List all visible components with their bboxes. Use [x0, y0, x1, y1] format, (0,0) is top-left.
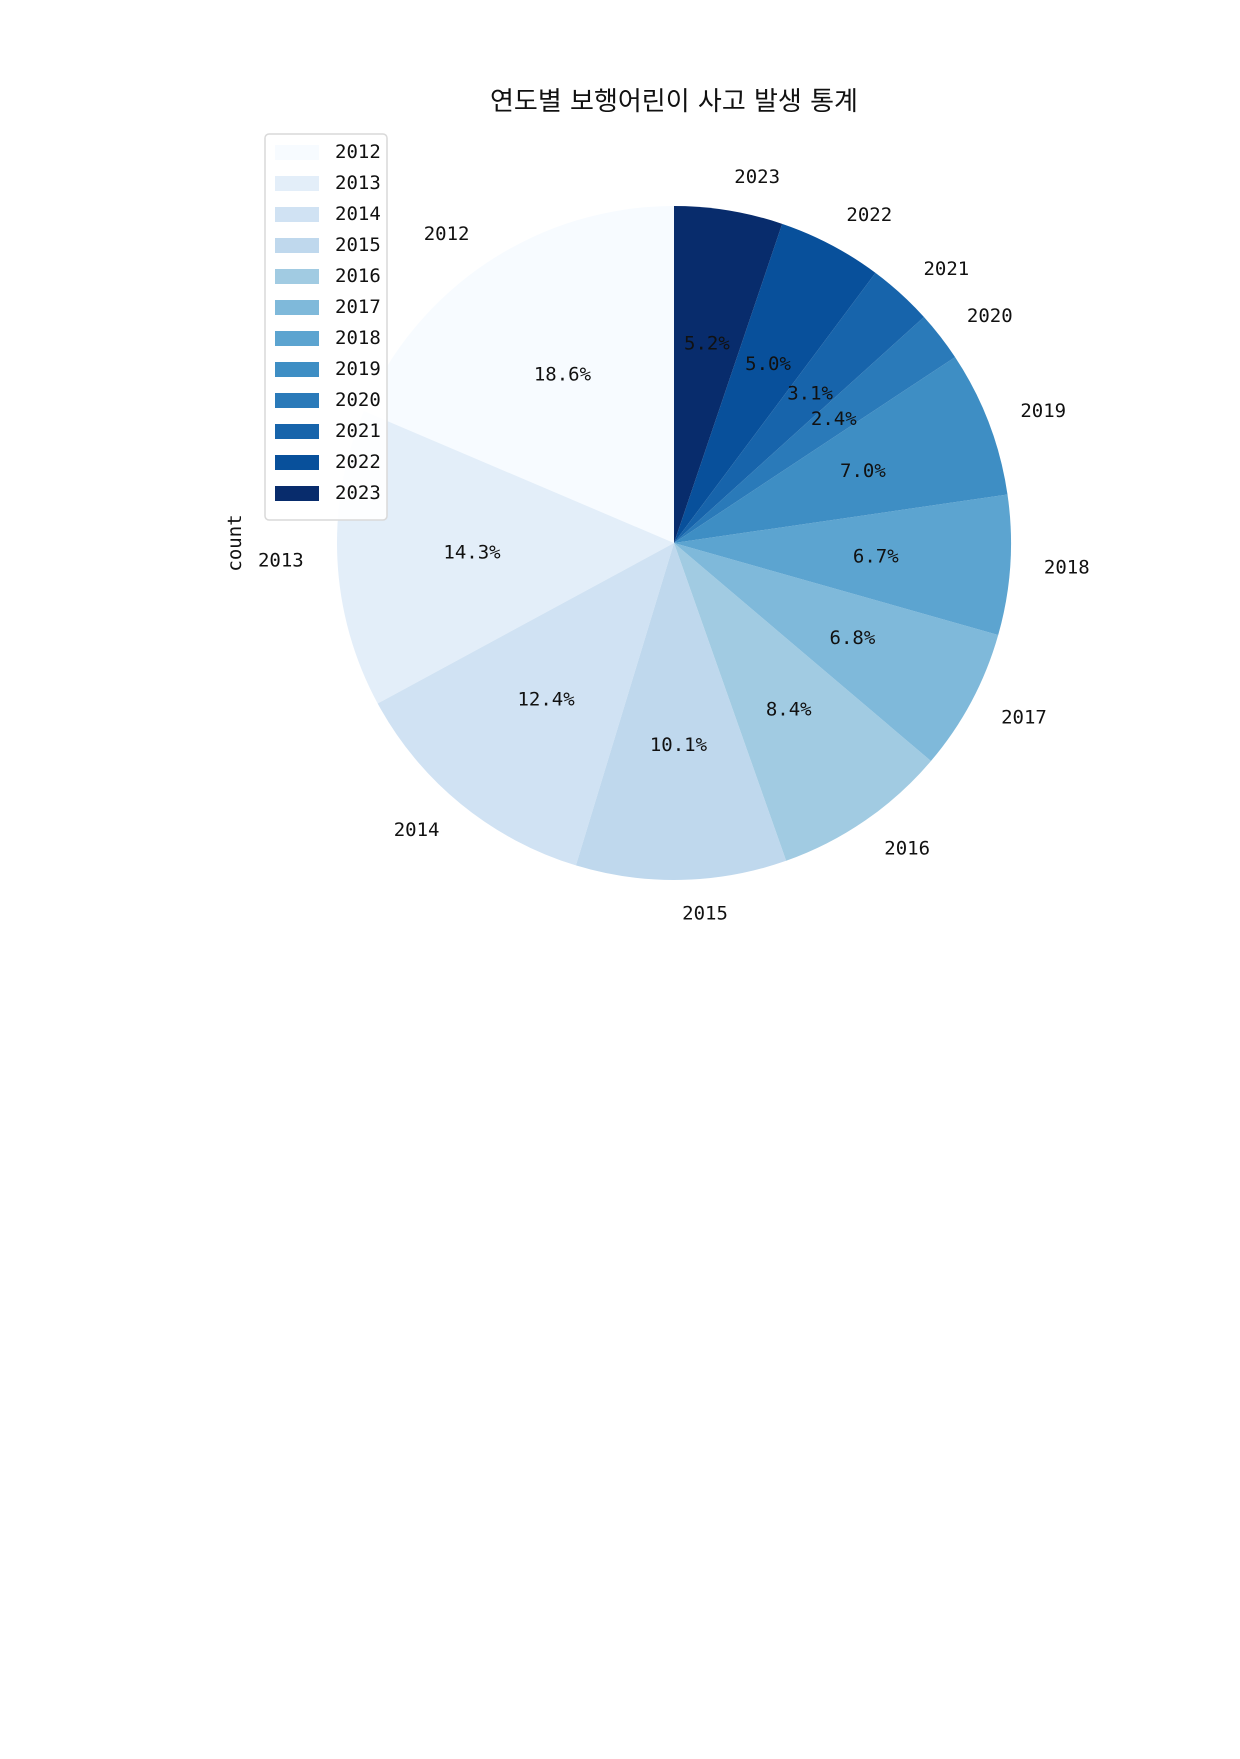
percent-label-2018: 6.7% — [853, 545, 899, 567]
legend-swatch-2016 — [275, 269, 319, 284]
pie-slice-2020 — [674, 316, 956, 543]
pie-slice-2015 — [575, 543, 787, 880]
slice-label-2018: 2018 — [1044, 556, 1090, 578]
legend-label-2016: 2016 — [335, 265, 381, 287]
slice-label-2014: 2014 — [394, 819, 440, 841]
wedge-labels: 2012 2013 2014 2015 2016 2017 2018 2019 2020 2021… — [258, 166, 1090, 924]
legend-label-2019: 2019 — [335, 358, 381, 380]
slice-label-2019: 2019 — [1020, 400, 1066, 422]
legend-label-2021: 2021 — [335, 420, 381, 442]
slice-label-2021: 2021 — [923, 258, 969, 280]
percent-label-2012: 18.6% — [534, 363, 592, 385]
slice-label-2013: 2013 — [258, 549, 304, 571]
pie-slice-2018 — [674, 494, 1011, 635]
legend-label-2023: 2023 — [335, 482, 381, 504]
pie-slice-2014 — [377, 543, 674, 866]
pie-slice-2022 — [674, 223, 876, 543]
legend-label-2014: 2014 — [335, 203, 381, 225]
legend-swatch-2012 — [275, 145, 319, 160]
pie-slice-2021 — [674, 272, 924, 543]
pie-slice-2012 — [363, 206, 674, 543]
slice-label-2022: 2022 — [846, 204, 892, 226]
legend-swatch-2013 — [275, 176, 319, 191]
legend-label-2015: 2015 — [335, 234, 381, 256]
legend-swatch-2020 — [275, 393, 319, 408]
slice-label-2016: 2016 — [884, 837, 930, 859]
percent-label-2020: 2.4% — [811, 408, 857, 430]
pie-wedges — [337, 206, 1011, 880]
slice-label-2012: 2012 — [424, 223, 470, 245]
percent-labels: 18.6% 14.3% 12.4% 10.1% 8.4% 6.8% 6.7% 7.0% 2.4%… — [443, 332, 899, 756]
percent-label-2013: 14.3% — [443, 542, 501, 564]
percent-label-2023: 5.2% — [684, 332, 730, 354]
legend-swatch-2015 — [275, 238, 319, 253]
pie-slice-2023 — [674, 206, 783, 543]
legend-swatch-2022 — [275, 455, 319, 470]
percent-label-2014: 12.4% — [517, 689, 575, 711]
legend-swatch-2021 — [275, 424, 319, 439]
percent-label-2022: 5.0% — [745, 353, 791, 375]
percent-label-2021: 3.1% — [787, 382, 833, 404]
percent-label-2017: 6.8% — [830, 627, 876, 649]
legend-label-2013: 2013 — [335, 172, 381, 194]
pie-slice-2016 — [674, 543, 931, 861]
legend-label-2018: 2018 — [335, 327, 381, 349]
pie-slice-2013 — [337, 411, 674, 704]
pie-slice-2019 — [674, 357, 1008, 543]
legend-swatch-2017 — [275, 300, 319, 315]
slice-label-2017: 2017 — [1001, 706, 1047, 728]
legend-label-2022: 2022 — [335, 451, 381, 473]
legend-swatch-2018 — [275, 331, 319, 346]
chart-title: 연도별 보행어린이 사고 발생 통계 — [490, 87, 858, 117]
y-axis-label: count — [224, 514, 246, 571]
slice-label-2020: 2020 — [967, 305, 1013, 327]
percent-label-2016: 8.4% — [766, 699, 812, 721]
legend: 2012 2013 2014 2015 2016 2017 2018 2019 2020 2021… — [264, 133, 388, 521]
slice-label-2015: 2015 — [682, 903, 728, 925]
legend-swatch-2019 — [275, 362, 319, 377]
legend-frame — [264, 133, 388, 521]
legend-swatch-2014 — [275, 207, 319, 222]
percent-label-2015: 10.1% — [650, 734, 708, 756]
slice-label-2023: 2023 — [734, 166, 780, 188]
legend-label-2012: 2012 — [335, 141, 381, 163]
percent-label-2019: 7.0% — [840, 460, 886, 482]
legend-swatch-2023 — [275, 486, 319, 501]
legend-label-2020: 2020 — [335, 389, 381, 411]
pie-slice-2017 — [674, 543, 999, 762]
legend-label-2017: 2017 — [335, 296, 381, 318]
